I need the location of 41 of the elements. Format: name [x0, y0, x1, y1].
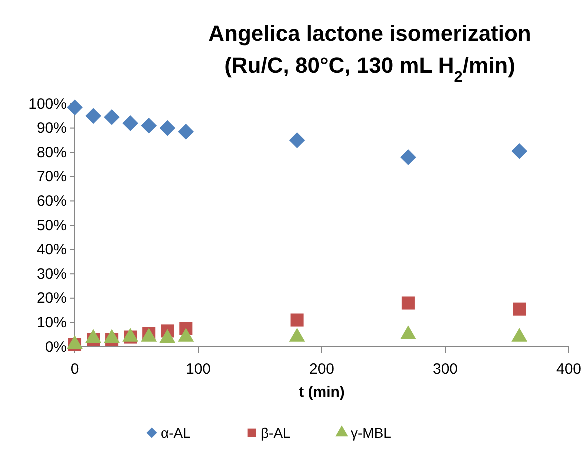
point	[178, 124, 194, 140]
legend-label: β-AL	[261, 425, 292, 441]
x-tick-label: 0	[70, 361, 80, 378]
point	[512, 143, 528, 160]
point	[512, 328, 528, 342]
x-tick-label: 300	[432, 361, 458, 378]
point	[400, 150, 416, 166]
y-tick-label: 90%	[36, 120, 67, 138]
legend-label: γ-MBL	[351, 425, 392, 441]
point	[104, 109, 120, 126]
y-tick-label: 100%	[28, 96, 67, 113]
x-tick-label: 100	[186, 361, 212, 378]
chart-title: Angelica lactone isomerization	[208, 21, 532, 46]
point	[160, 329, 176, 344]
point	[289, 328, 306, 342]
point	[160, 120, 176, 136]
point	[289, 132, 306, 148]
y-tick-label: 70%	[36, 168, 67, 186]
point	[178, 328, 194, 342]
y-tick-label: 50%	[36, 217, 67, 234]
y-tick-label: 0%	[45, 338, 67, 356]
x-tick-label: 200	[309, 361, 335, 378]
y-tick-label: 30%	[36, 266, 67, 283]
point	[141, 118, 158, 134]
y-tick-label: 40%	[36, 242, 67, 259]
y-tick-label: 60%	[36, 193, 67, 210]
y-tick-label: 10%	[36, 314, 67, 332]
point	[104, 329, 120, 344]
y-tick-label: 20%	[36, 290, 67, 308]
point	[86, 108, 102, 124]
point	[67, 335, 83, 350]
x-axis-title: t (min)	[299, 384, 345, 401]
point	[122, 116, 138, 132]
point	[400, 326, 416, 340]
point	[86, 329, 102, 344]
point	[122, 328, 139, 342]
chart-subtitle: (Ru/C, 80°C, 130 mL H$_{2}$/min)	[224, 53, 516, 86]
x-tick-label: 400	[556, 361, 582, 378]
point	[67, 100, 83, 116]
y-tick-label: 80%	[36, 144, 67, 162]
legend-label: α-AL	[161, 425, 192, 441]
